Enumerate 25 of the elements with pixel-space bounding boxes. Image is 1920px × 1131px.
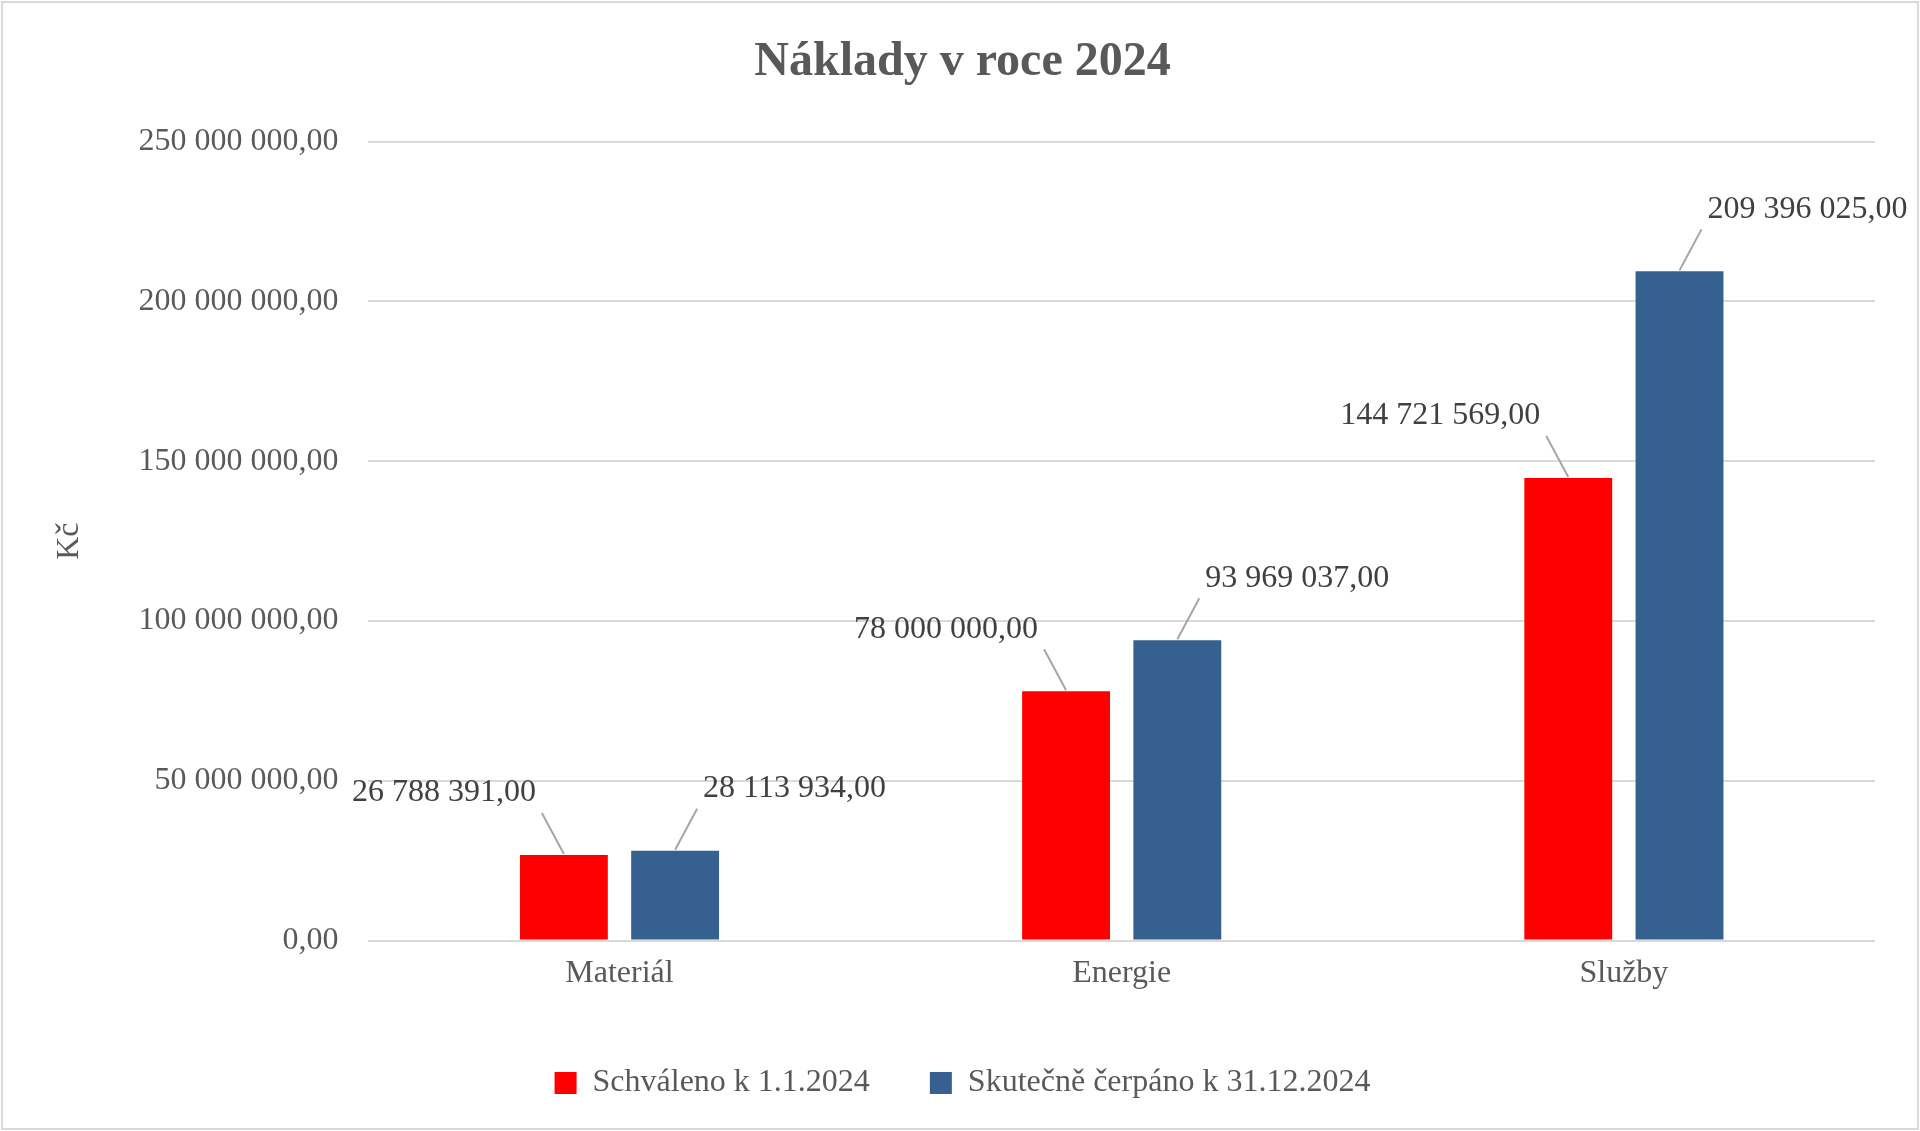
y-tick-label: 0,00 bbox=[282, 920, 339, 957]
x-tick-label: Služby bbox=[1579, 953, 1669, 990]
bar bbox=[631, 850, 720, 940]
bar bbox=[1635, 271, 1724, 940]
y-tick-label: 50 000 000,00 bbox=[154, 760, 339, 797]
data-label: 78 000 000,00 bbox=[854, 608, 1039, 645]
legend-label: Schváleno k 1.1.2024 bbox=[592, 1062, 870, 1099]
data-label: 26 788 391,00 bbox=[351, 772, 536, 809]
data-label: 28 113 934,00 bbox=[703, 768, 886, 805]
y-tick-label: 200 000 000,00 bbox=[138, 280, 339, 317]
x-tick-label: Energie bbox=[1072, 953, 1172, 990]
y-tick-label: 150 000 000,00 bbox=[138, 440, 339, 477]
chart-title: Náklady v roce 2024 bbox=[754, 32, 1171, 86]
legend-label: Skutečně čerpáno k 31.12.2024 bbox=[967, 1062, 1371, 1099]
x-tick-label: Materiál bbox=[565, 953, 674, 990]
bar bbox=[1524, 478, 1613, 940]
data-label: 93 969 037,00 bbox=[1205, 557, 1390, 594]
bar bbox=[1022, 691, 1111, 940]
data-label: 144 721 569,00 bbox=[1340, 395, 1541, 432]
y-tick-label: 100 000 000,00 bbox=[138, 600, 339, 637]
y-tick-label: 250 000 000,00 bbox=[138, 121, 339, 158]
bar bbox=[519, 854, 608, 940]
y-axis-title: Kč bbox=[48, 522, 85, 560]
bar bbox=[1133, 640, 1222, 940]
data-label: 209 396 025,00 bbox=[1707, 188, 1908, 225]
